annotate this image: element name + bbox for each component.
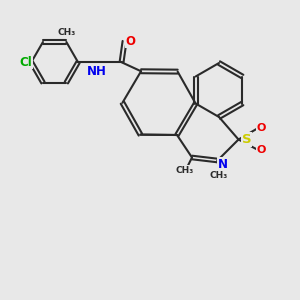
Text: O: O — [126, 35, 136, 48]
Text: O: O — [256, 123, 266, 133]
Text: NH: NH — [87, 65, 107, 78]
Text: O: O — [256, 145, 266, 155]
Text: CH₃: CH₃ — [176, 166, 194, 175]
Text: Cl: Cl — [20, 56, 32, 69]
Text: CH₃: CH₃ — [57, 28, 76, 37]
Text: CH₃: CH₃ — [210, 171, 228, 180]
Text: S: S — [242, 133, 252, 146]
Text: N: N — [218, 158, 228, 171]
